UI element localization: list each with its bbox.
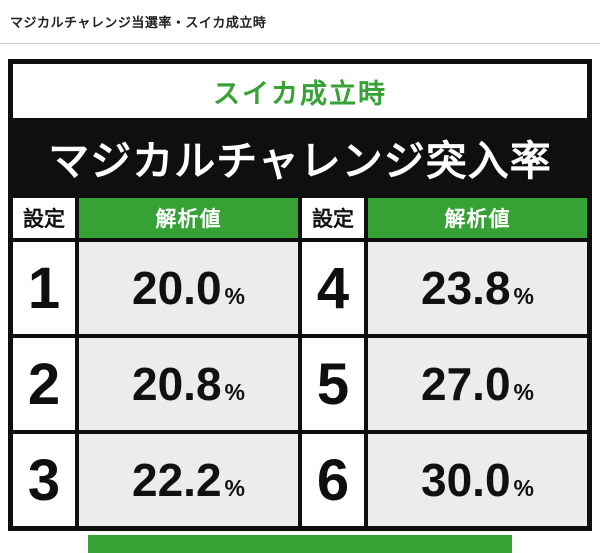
setting-cell-4: 4: [302, 242, 364, 334]
board-title: マジカルチャレンジ突入率: [13, 118, 587, 198]
value-number: 20.8: [132, 358, 222, 410]
percent-sign: %: [513, 475, 534, 501]
setting-cell-2: 2: [13, 338, 75, 430]
value-cell-6: 30.0 %: [368, 434, 587, 526]
header-setting-left: 設定: [13, 198, 75, 238]
percent-sign: %: [224, 283, 245, 309]
percent-sign: %: [513, 379, 534, 405]
next-section-strip: [88, 535, 512, 553]
value-wrap: 30.0 %: [421, 453, 534, 507]
value-wrap: 22.2 %: [132, 453, 245, 507]
page-header: マジカルチャレンジ当選率・スイカ成立時: [0, 0, 600, 44]
value-cell-1: 20.0 %: [79, 242, 298, 334]
header-value-right: 解析値: [368, 198, 587, 238]
header-setting-right: 設定: [302, 198, 364, 238]
rate-table-board: スイカ成立時 マジカルチャレンジ突入率 設定 解析値 設定 解析値 1 20.0…: [8, 59, 592, 531]
value-cell-4: 23.8 %: [368, 242, 587, 334]
percent-sign: %: [224, 475, 245, 501]
value-number: 22.2: [132, 454, 222, 506]
setting-cell-1: 1: [13, 242, 75, 334]
value-number: 30.0: [421, 454, 511, 506]
setting-cell-3: 3: [13, 434, 75, 526]
value-cell-2: 20.8 %: [79, 338, 298, 430]
section-title: マジカルチャレンジ当選率・スイカ成立時: [10, 15, 267, 30]
value-number: 27.0: [421, 358, 511, 410]
header-value-left: 解析値: [79, 198, 298, 238]
setting-cell-5: 5: [302, 338, 364, 430]
board-subtitle: スイカ成立時: [13, 64, 587, 118]
value-cell-5: 27.0 %: [368, 338, 587, 430]
value-cell-3: 22.2 %: [79, 434, 298, 526]
percent-sign: %: [224, 379, 245, 405]
value-wrap: 20.8 %: [132, 357, 245, 411]
value-wrap: 20.0 %: [132, 261, 245, 315]
value-wrap: 23.8 %: [421, 261, 534, 315]
rate-table: 設定 解析値 設定 解析値 1 20.0 % 4 23.8 % 2 20.8 %: [13, 198, 587, 526]
value-number: 20.0: [132, 262, 222, 314]
percent-sign: %: [513, 283, 534, 309]
value-wrap: 27.0 %: [421, 357, 534, 411]
setting-cell-6: 6: [302, 434, 364, 526]
value-number: 23.8: [421, 262, 511, 314]
